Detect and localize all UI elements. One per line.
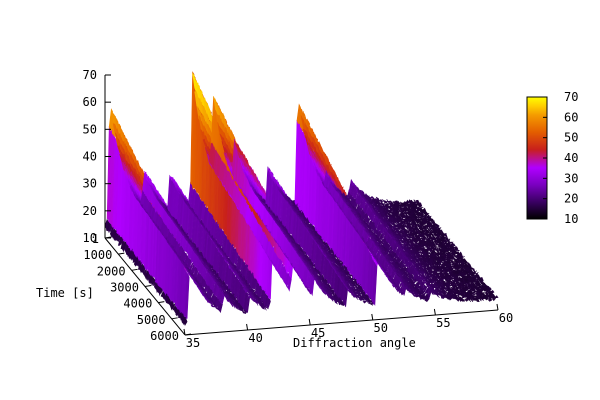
- surface-patch: [207, 300, 212, 305]
- surface-patch: [443, 289, 447, 292]
- surface-patch: [355, 294, 361, 299]
- surface-patch: [480, 292, 486, 295]
- surface-patch: [481, 292, 487, 298]
- surface-patch: [457, 296, 463, 299]
- surface-patch: [420, 294, 425, 299]
- surface-patch: [473, 290, 477, 294]
- surface-patch: [212, 282, 217, 297]
- surface-patch: [483, 291, 489, 295]
- surface-patch: [396, 286, 401, 291]
- surface-patch: [463, 286, 470, 288]
- surface: [104, 71, 499, 326]
- surface-patch: [467, 299, 472, 303]
- surface-patch: [435, 290, 440, 296]
- surface-patch: [469, 293, 474, 298]
- surface-patch: [231, 300, 237, 305]
- surface-patch: [422, 284, 427, 291]
- surface-patch: [360, 294, 365, 300]
- surface-patch: [424, 288, 429, 294]
- surface-patch: [368, 302, 374, 306]
- surface-patch: [203, 292, 208, 297]
- surface-patch: [424, 293, 429, 300]
- surface-patch: [491, 292, 496, 299]
- surface-patch: [327, 291, 332, 297]
- surface-patch: [225, 296, 230, 303]
- surface-patch: [362, 300, 368, 304]
- surface-patch: [427, 285, 432, 292]
- surface-patch: [488, 290, 494, 295]
- surface-patch: [212, 303, 216, 308]
- surface-patch: [466, 289, 472, 293]
